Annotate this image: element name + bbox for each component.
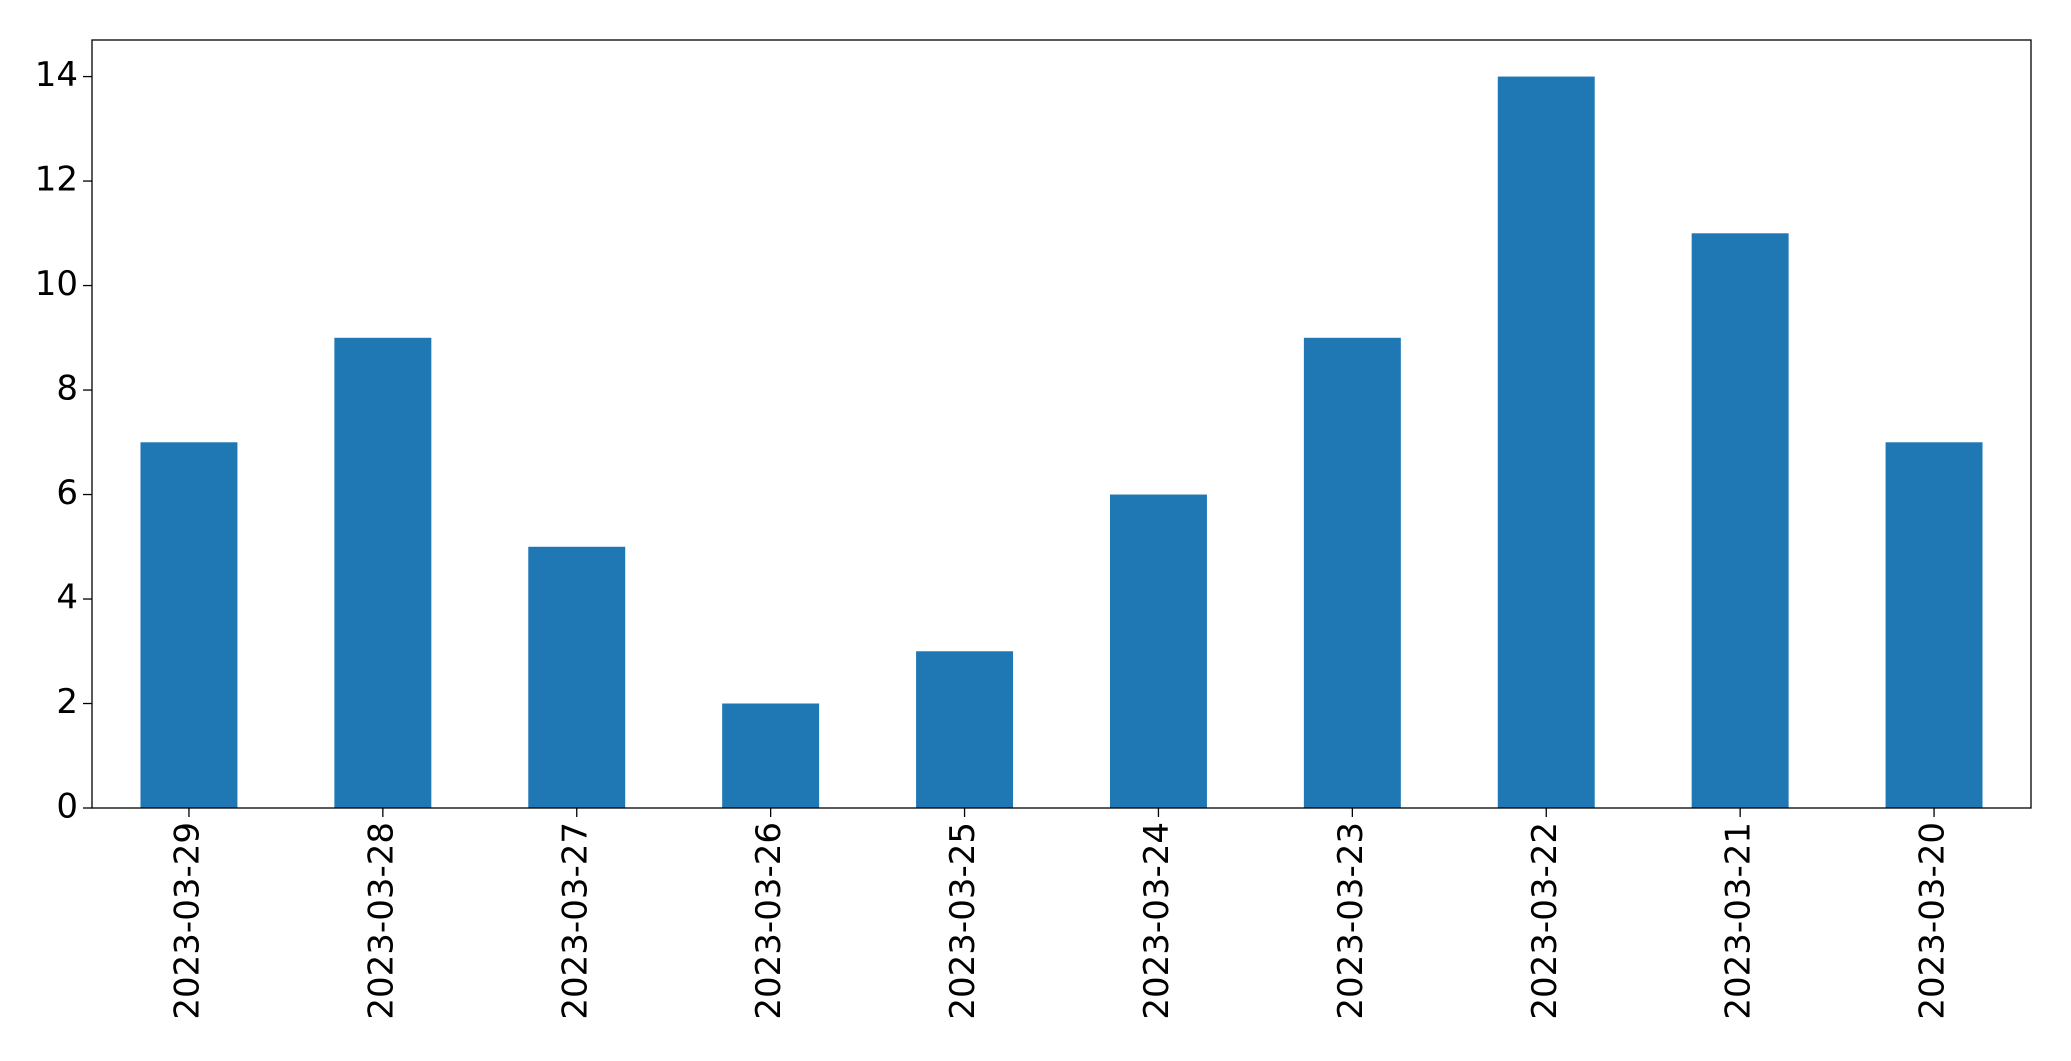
x-tick-label: 2023-03-28 [361,822,401,1020]
bar [722,703,820,808]
y-tick-label: 10 [35,264,78,304]
x-tick-label: 2023-03-23 [1331,822,1371,1020]
x-tick-label: 2023-03-29 [167,822,207,1020]
bar [334,337,432,808]
bar [1303,337,1401,808]
x-tick-label: 2023-03-25 [943,822,983,1020]
x-tick-label: 2023-03-27 [555,822,595,1020]
y-tick-label: 2 [56,682,78,722]
bar [1691,233,1789,808]
bar [1109,494,1207,808]
x-tick-label: 2023-03-22 [1525,822,1565,1020]
y-tick-label: 6 [56,473,78,513]
y-tick-label: 12 [35,160,78,200]
bar [1885,442,1983,808]
bar [916,651,1014,808]
x-tick-label: 2023-03-21 [1719,822,1759,1020]
y-tick-label: 4 [56,578,78,618]
bar [140,442,238,808]
plot-frame [91,39,2032,809]
x-tick-label: 2023-03-24 [1137,822,1177,1020]
y-tick-label: 8 [56,369,78,409]
bar [1497,76,1595,809]
x-tick-label: 2023-03-20 [1913,822,1953,1020]
y-tick-label: 0 [56,787,78,827]
bar [528,546,626,808]
x-tick-label: 2023-03-26 [749,822,789,1020]
y-tick-label: 14 [35,55,78,95]
